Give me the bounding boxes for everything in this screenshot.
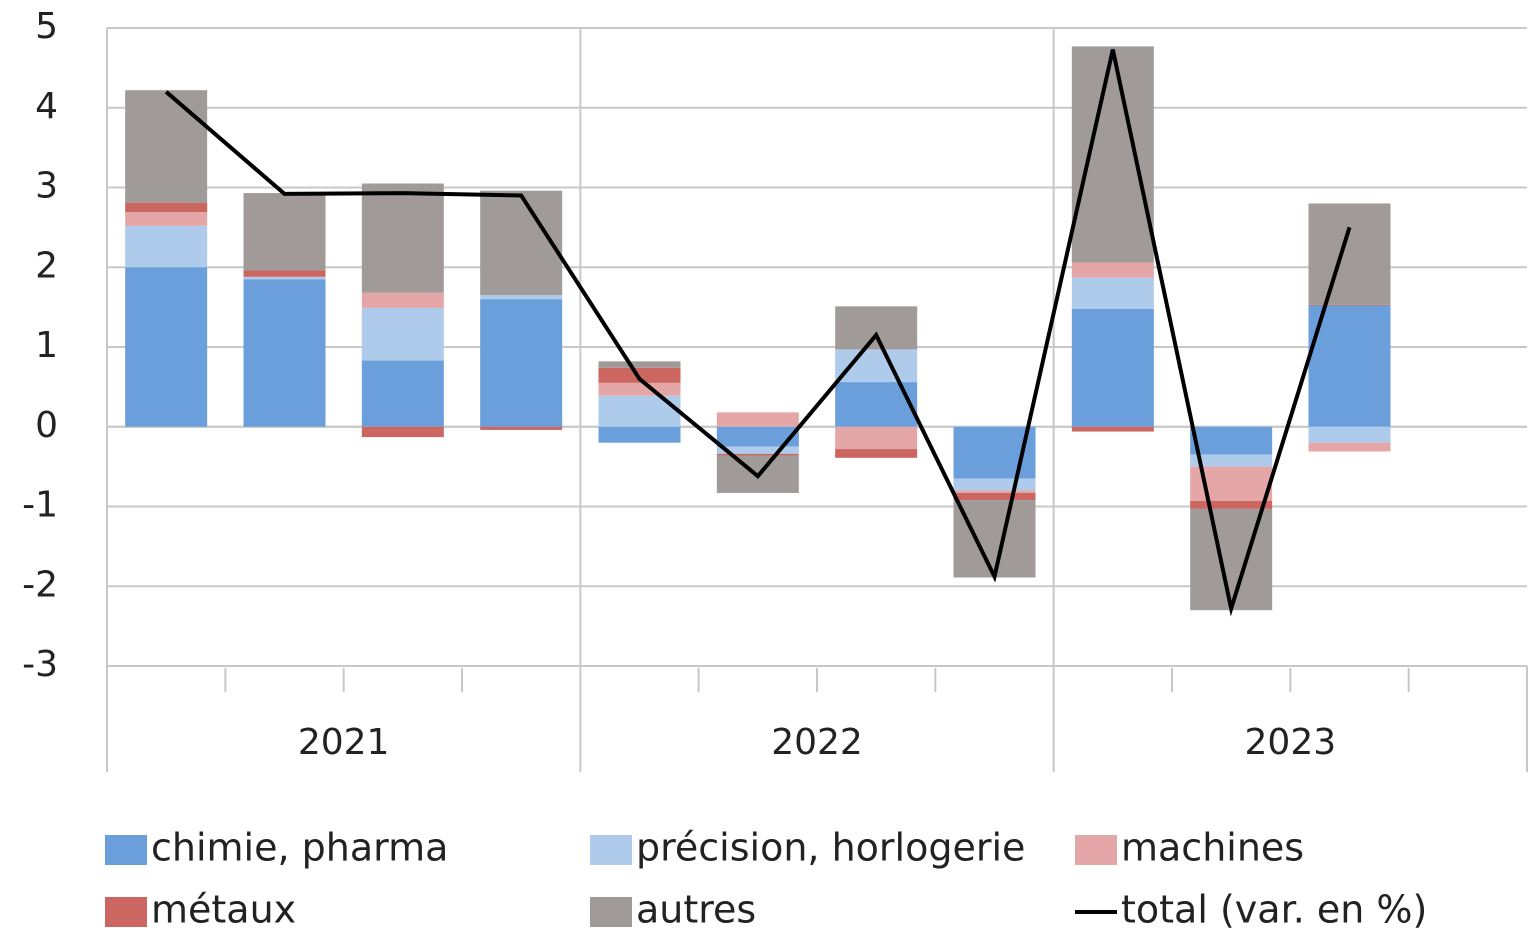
y-tick-label: 1 <box>35 325 58 366</box>
y-tick-label: -3 <box>22 644 58 685</box>
bar-segment <box>125 225 208 268</box>
bar-segment <box>243 279 326 427</box>
bar-segment <box>1308 442 1391 452</box>
bar-segment <box>716 453 799 456</box>
bar-segment <box>716 412 799 427</box>
bar-segment <box>243 276 326 280</box>
bar-segment <box>835 382 918 427</box>
group-label: 2023 <box>1245 722 1337 763</box>
group-label: 2022 <box>771 722 863 763</box>
y-tick-label: 2 <box>35 245 58 286</box>
y-tick-label: 3 <box>35 166 58 207</box>
bar-segment <box>716 446 799 454</box>
bar-segment <box>1071 46 1154 263</box>
bar-segment <box>125 212 208 226</box>
legend-swatch <box>105 897 147 927</box>
bar-segment <box>953 478 1036 491</box>
y-tick-label: -2 <box>22 564 58 605</box>
y-tick-label: 0 <box>35 405 58 446</box>
bar-segment <box>361 292 444 308</box>
bar-segment <box>1190 454 1273 467</box>
legend-label: machines <box>1121 826 1304 870</box>
bar-segment <box>480 426 563 430</box>
bar-segment <box>835 449 918 458</box>
bar-segment <box>1308 203 1391 305</box>
bar-segment <box>598 382 681 396</box>
bar-segment <box>243 193 326 271</box>
bar-segment <box>1071 262 1154 278</box>
legend-label: précision, horlogerie <box>636 826 1025 870</box>
bar-segment <box>1190 426 1273 455</box>
bar-segment <box>1071 277 1154 309</box>
bar-segment <box>125 267 208 427</box>
bar-segment <box>480 190 563 296</box>
legend-label: autres <box>636 888 756 932</box>
bar-segment <box>1308 304 1391 306</box>
bar-segment <box>1190 500 1273 509</box>
bar-segment <box>361 426 444 438</box>
bar-segment <box>361 360 444 427</box>
bar-segment <box>243 270 326 277</box>
bar-segment <box>1071 426 1154 432</box>
bar-segment <box>480 299 563 427</box>
legend-label: chimie, pharma <box>151 826 448 870</box>
legend-label: métaux <box>151 888 296 932</box>
legend-swatch <box>590 835 632 865</box>
bar-segment <box>480 295 563 300</box>
bar-segment <box>835 306 918 350</box>
legend-swatch <box>590 897 632 927</box>
bar-segment <box>835 349 918 383</box>
bar-segment <box>835 426 918 450</box>
legend-swatch <box>105 835 147 865</box>
bar-segment <box>1071 308 1154 427</box>
total-line <box>164 49 1352 617</box>
y-tick-label: -1 <box>22 485 58 526</box>
legend-swatch <box>1075 835 1117 865</box>
bar-segment <box>361 183 444 293</box>
bar-segment <box>1190 508 1273 611</box>
bar-segment <box>953 492 1036 501</box>
bar-segment <box>598 426 681 443</box>
bar-segment <box>716 426 799 447</box>
bar-segment <box>125 90 208 203</box>
y-tick-label: 4 <box>35 86 58 127</box>
y-tick-label: 5 <box>35 6 58 47</box>
group-label: 2021 <box>298 722 390 763</box>
bar-segment <box>953 490 1036 493</box>
bar-segment <box>1308 305 1391 427</box>
bar-segment <box>1308 426 1391 443</box>
bar-segment <box>953 500 1036 578</box>
bar-segment <box>125 202 208 213</box>
legend-label: total (var. en %) <box>1121 888 1427 932</box>
bar-segment <box>361 307 444 361</box>
bar-segment <box>598 361 681 368</box>
